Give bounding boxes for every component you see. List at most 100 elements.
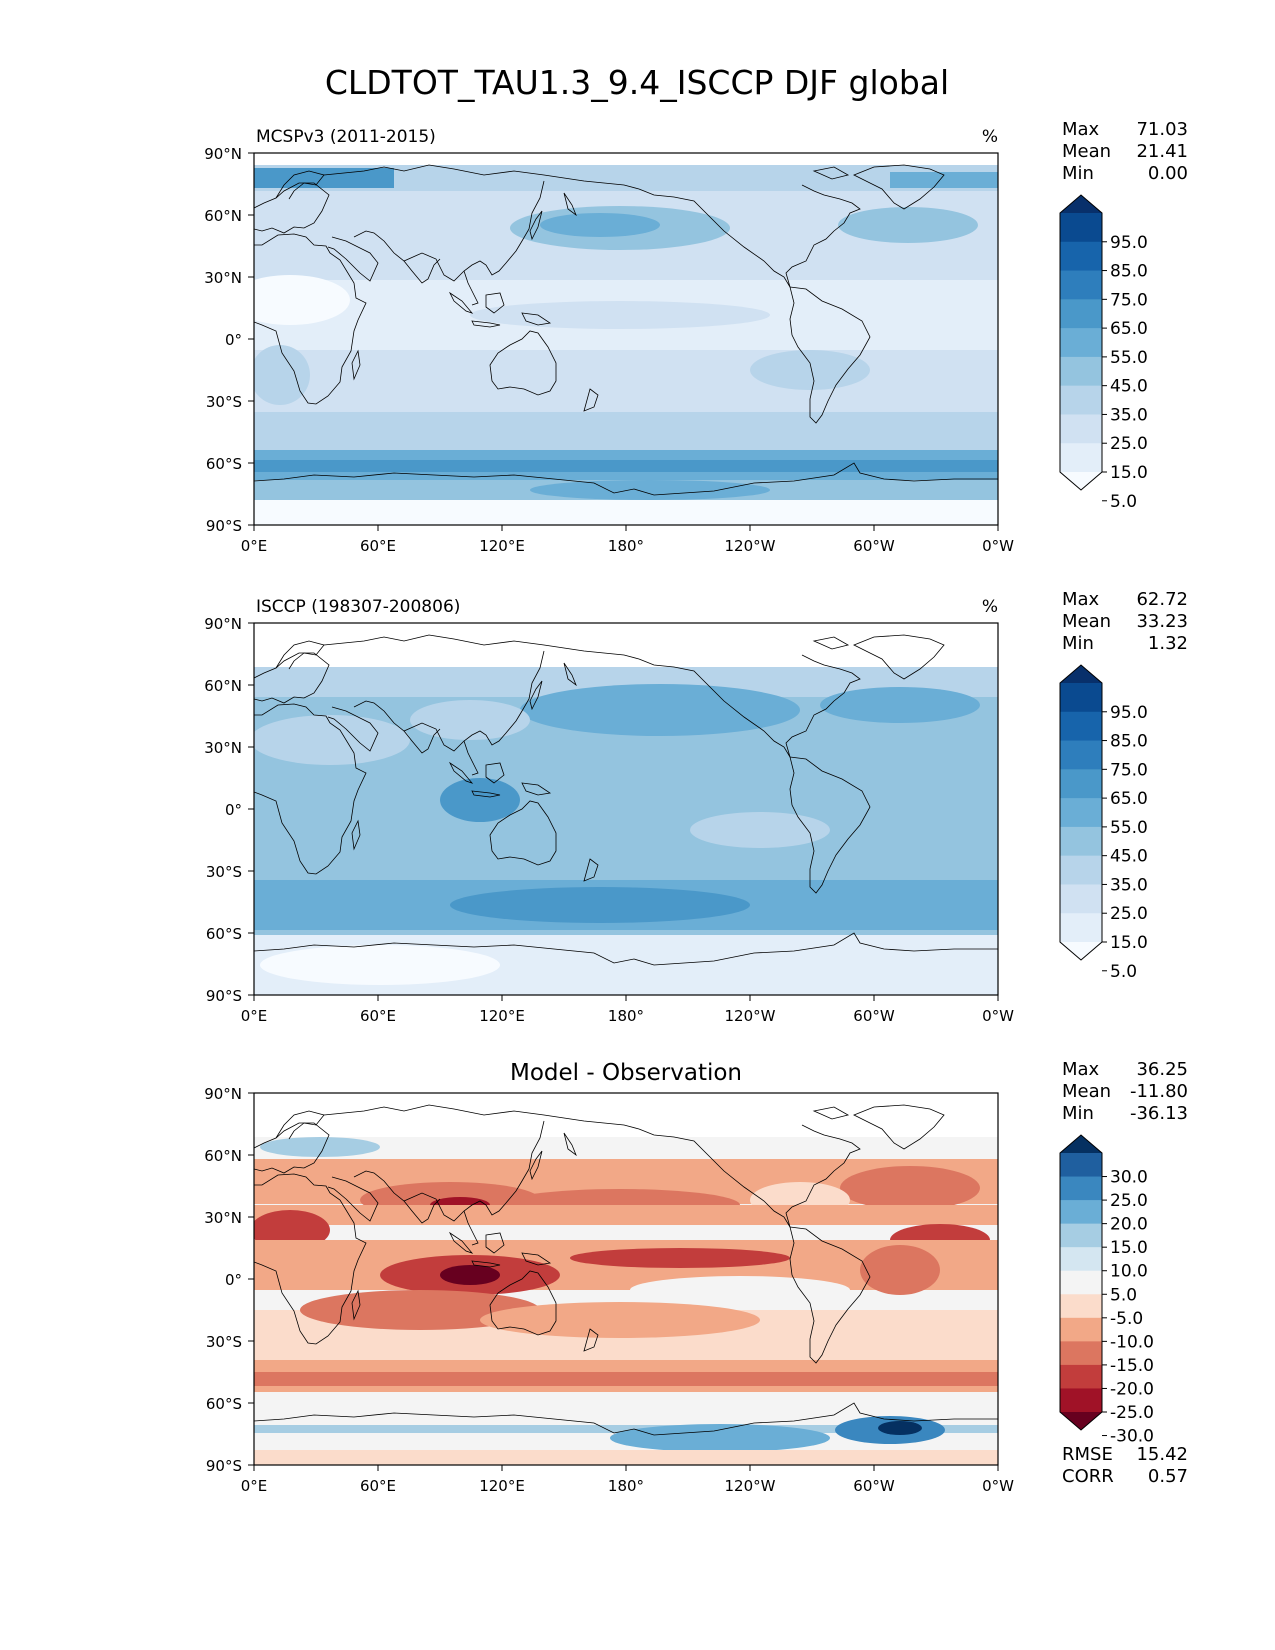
colorbar-swatch	[1060, 1200, 1102, 1225]
colorbar-tick-label: -10.0	[1110, 1332, 1154, 1352]
lat-tick-label: 90°S	[206, 1457, 242, 1475]
lon-tick-label: 0°E	[241, 1007, 268, 1025]
stat-label: Max	[1062, 589, 1100, 610]
stats-block: Max 36.25 Mean -11.80 Min -36.13	[1062, 1059, 1188, 1124]
colorbar-tick-label: 15.0	[1110, 1238, 1148, 1258]
lon-tick-label: 60°E	[360, 537, 396, 555]
stat-label: Max	[1062, 1059, 1100, 1080]
lon-tick-label: 0°E	[241, 537, 268, 555]
lat-axis: 90°N 60°N 30°N 0° 30°S 60°S 90°S	[204, 145, 254, 535]
colorbar-tick-label: 35.0	[1110, 405, 1148, 425]
lat-tick-label: 30°S	[206, 1333, 242, 1351]
lat-axis: 90°N 60°N 30°N 0° 30°S 60°S 90°S	[204, 615, 254, 1005]
lat-tick-label: 90°S	[206, 987, 242, 1005]
colorbar-tick-label: 55.0	[1110, 348, 1148, 368]
panel-left-title: ISCCP (198307-200806)	[256, 597, 460, 617]
stat-value: 36.25	[1136, 1059, 1188, 1080]
stat-value: -36.13	[1130, 1103, 1188, 1124]
colorbar-extension-bottom	[1060, 472, 1102, 490]
colorbar-tick-label: 35.0	[1110, 875, 1148, 895]
colorbar-swatch	[1060, 443, 1102, 473]
lon-axis: 0°E 60°E 120°E 180° 120°W 60°W 0°W	[241, 525, 1014, 555]
colorbar-swatch	[1060, 1388, 1102, 1413]
colorbar-tick-label: 5.0	[1110, 1285, 1137, 1305]
colorbar-extension-bottom	[1060, 1412, 1102, 1430]
lat-tick-label: 60°S	[206, 925, 242, 943]
panel-units: %	[982, 127, 998, 147]
stat-value: 21.41	[1136, 141, 1188, 162]
colorbar-tick-label: 5.0	[1110, 492, 1137, 512]
colorbar-tick-label: 45.0	[1110, 847, 1148, 867]
colorbar-swatch	[1060, 1153, 1102, 1178]
stat-label: Mean	[1062, 1081, 1111, 1102]
stat-label: Min	[1062, 1103, 1094, 1124]
stat-value: 71.03	[1136, 119, 1188, 140]
colorbar-swatch	[1060, 1364, 1102, 1389]
colorbar-tick-label: 15.0	[1110, 933, 1148, 953]
colorbar-tick-label: 85.0	[1110, 732, 1148, 752]
lon-tick-label: 60°E	[360, 1477, 396, 1495]
colorbar: 95.0 85.0 75.0 65.0 55.0 45.0 35.0 25.0 15.0 5.0	[1059, 194, 1148, 512]
colorbar-swatch	[1060, 1341, 1102, 1366]
metric-label: RMSE	[1062, 1444, 1113, 1465]
colorbar-extension-bottom	[1060, 942, 1102, 960]
lat-tick-label: 0°	[225, 1271, 242, 1289]
stat-value: 62.72	[1136, 589, 1188, 610]
stat-value: 1.32	[1148, 633, 1188, 654]
lon-tick-label: 0°W	[982, 1477, 1014, 1495]
stat-value: -11.80	[1130, 1081, 1188, 1102]
map-field	[254, 153, 998, 525]
colorbar-swatch	[1060, 769, 1102, 799]
map-field	[254, 623, 998, 995]
colorbar-tick-label: 5.0	[1110, 962, 1137, 982]
colorbar-swatch	[1060, 1223, 1102, 1248]
stat-label: Mean	[1062, 141, 1111, 162]
colorbar-swatch	[1060, 328, 1102, 358]
lon-axis: 0°E 60°E 120°E 180° 120°W 60°W 0°W	[241, 1465, 1014, 1495]
colorbar-swatch	[1060, 855, 1102, 885]
colorbar-extension-top	[1060, 665, 1102, 683]
panel-left-title: MCSPv3 (2011-2015)	[256, 127, 436, 147]
lon-tick-label: 180°	[608, 537, 644, 555]
colorbar-tick-label: 75.0	[1110, 290, 1148, 310]
lon-tick-label: 180°	[608, 1007, 644, 1025]
lon-tick-label: 120°W	[725, 1477, 776, 1495]
colorbar-extension-top	[1060, 1135, 1102, 1153]
lon-tick-label: 0°W	[982, 1007, 1014, 1025]
stat-label: Min	[1062, 163, 1094, 184]
colorbar-tick-label: -20.0	[1110, 1379, 1154, 1399]
lon-axis: 0°E 60°E 120°E 180° 120°W 60°W 0°W	[241, 995, 1014, 1025]
colorbar-swatch	[1060, 740, 1102, 770]
lat-tick-label: 60°S	[206, 455, 242, 473]
panel-model: MCSPv3 (2011-2015) %	[204, 119, 1188, 555]
colorbar-swatch	[1060, 1247, 1102, 1272]
lat-tick-label: 30°S	[206, 863, 242, 881]
metric-value: 0.57	[1148, 1466, 1188, 1487]
colorbar-swatch	[1060, 356, 1102, 387]
lat-tick-label: 60°N	[204, 207, 242, 225]
lat-tick-label: 30°N	[204, 739, 242, 757]
colorbar-tick-label: -15.0	[1110, 1356, 1154, 1376]
figure-title: CLDTOT_TAU1.3_9.4_ISCCP DJF global	[325, 63, 949, 102]
lon-tick-label: 60°E	[360, 1007, 396, 1025]
panel-center-title: Model - Observation	[510, 1060, 742, 1086]
metrics-block: RMSE 15.42 CORR 0.57	[1062, 1444, 1188, 1487]
metric-value: 15.42	[1136, 1444, 1188, 1465]
colorbar-tick-label: -25.0	[1110, 1403, 1154, 1423]
colorbar-tick-label: 45.0	[1110, 377, 1148, 397]
lon-tick-label: 0°E	[241, 1477, 268, 1495]
stat-label: Min	[1062, 633, 1094, 654]
panel-obs: ISCCP (198307-200806) %	[204, 589, 1188, 1025]
colorbar-tick-label: 95.0	[1110, 233, 1148, 253]
colorbar-swatch	[1060, 241, 1102, 272]
lat-tick-label: 60°N	[204, 1147, 242, 1165]
lat-tick-label: 0°	[225, 331, 242, 349]
colorbar: 95.0 85.0 75.0 65.0 55.0 45.0 35.0 25.0 15.0 5.0	[1059, 664, 1148, 982]
lat-tick-label: 30°N	[204, 1209, 242, 1227]
stat-label: Mean	[1062, 611, 1111, 632]
colorbar-swatch	[1060, 826, 1102, 857]
metric-label: CORR	[1062, 1466, 1114, 1487]
stat-label: Max	[1062, 119, 1100, 140]
lat-tick-label: 90°N	[204, 145, 242, 163]
lon-tick-label: 180°	[608, 1477, 644, 1495]
